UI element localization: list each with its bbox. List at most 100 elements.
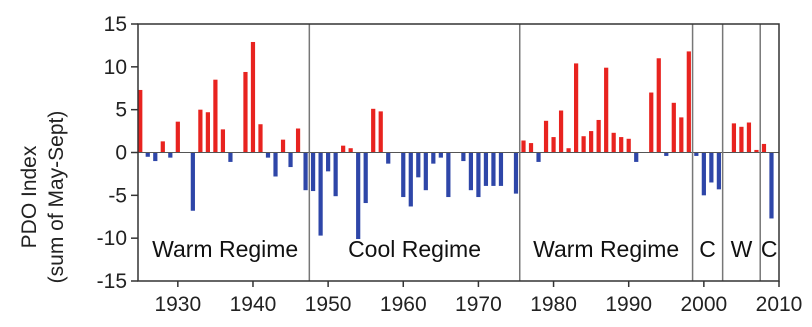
bar <box>731 123 737 153</box>
bar <box>769 152 774 219</box>
bar <box>491 152 496 186</box>
bar <box>604 67 609 153</box>
y-axis-sublabel: (sum of May-Sept) <box>45 111 68 284</box>
bar <box>280 139 286 153</box>
y-axis-label: PDO Index <box>18 145 41 248</box>
x-tick-label: 1980 <box>530 293 577 316</box>
bar <box>416 152 421 178</box>
bar <box>438 152 443 158</box>
bar <box>310 152 316 192</box>
bar <box>258 124 263 153</box>
bar <box>566 148 571 153</box>
regime-label: C <box>761 236 778 262</box>
x-tick-label: 1950 <box>305 293 352 316</box>
bar <box>761 143 767 153</box>
bar <box>574 63 579 153</box>
bar <box>671 102 676 153</box>
bar <box>386 152 391 164</box>
regime-labels: Warm Regime Cool Regime Warm Regime C W C <box>152 236 777 262</box>
bar <box>356 152 361 240</box>
y-tick-label: -15 <box>97 270 127 293</box>
bar <box>543 120 549 153</box>
bar <box>634 152 639 162</box>
bar <box>228 152 233 162</box>
bar <box>168 152 173 158</box>
bar <box>461 152 466 162</box>
bar <box>686 51 691 153</box>
bar-series <box>138 41 774 240</box>
bar <box>446 152 451 198</box>
bar <box>333 152 338 197</box>
bar <box>746 122 752 153</box>
y-tick-label: -5 <box>108 184 127 207</box>
bar <box>205 112 210 153</box>
bar <box>513 152 519 194</box>
regime-label: Warm Regime <box>152 236 298 262</box>
y-axis-ticks: 15 10 5 0 -5 -10 -15 <box>97 13 138 293</box>
bar <box>318 152 323 236</box>
bar <box>378 111 383 153</box>
bar <box>423 152 428 191</box>
bar <box>175 121 180 153</box>
bar <box>408 152 413 207</box>
bar <box>701 152 706 196</box>
bar <box>295 128 301 153</box>
bar <box>288 152 293 168</box>
bar <box>536 152 541 162</box>
bar <box>190 152 195 211</box>
x-tick-label: 1960 <box>380 293 427 316</box>
bar <box>348 148 353 153</box>
bar <box>198 109 203 153</box>
x-tick-label: 1970 <box>455 293 502 316</box>
bar <box>596 119 601 153</box>
x-tick-label: 2000 <box>680 293 727 316</box>
regime-label: C <box>699 236 716 262</box>
bar <box>664 152 669 156</box>
bar <box>581 136 586 153</box>
plot-frame <box>137 23 780 282</box>
bar <box>709 152 714 183</box>
x-tick-label: 1930 <box>154 293 201 316</box>
bar <box>431 152 436 164</box>
bar <box>528 143 534 153</box>
y-tick-label: 5 <box>115 99 127 122</box>
y-tick-label: -10 <box>97 227 127 250</box>
bar <box>754 149 759 153</box>
regime-label: W <box>731 236 753 262</box>
bar <box>363 152 368 204</box>
y-tick-label: 0 <box>115 142 127 165</box>
regime-label: Cool Regime <box>348 236 481 262</box>
regime-boundaries <box>308 24 761 281</box>
bar <box>551 137 556 153</box>
bar <box>213 79 218 153</box>
bar <box>679 117 684 153</box>
bar <box>483 152 489 186</box>
bar <box>145 152 150 157</box>
y-axis-label-group: PDO Index (sum of May-Sept) <box>18 111 68 284</box>
bar <box>498 152 504 186</box>
bar <box>401 152 406 198</box>
x-tick-label: 1940 <box>230 293 277 316</box>
y-tick-label: 15 <box>104 13 127 36</box>
bar <box>619 137 624 153</box>
bar <box>694 152 699 156</box>
bar <box>468 152 474 191</box>
x-tick-label: 2010 <box>756 293 803 316</box>
bar <box>589 131 594 153</box>
bar <box>341 145 346 153</box>
x-tick-label: 1990 <box>605 293 652 316</box>
bar <box>611 132 616 153</box>
bar <box>649 92 654 153</box>
bar <box>138 89 143 153</box>
bar <box>716 152 721 190</box>
bar <box>558 110 564 153</box>
bar <box>521 140 526 153</box>
bar <box>326 152 331 172</box>
bar <box>739 126 744 153</box>
bar <box>265 152 271 158</box>
x-axis-ticks: 1930 1940 1950 1960 1970 1980 1990 2000 2010 <box>154 281 802 316</box>
bar <box>656 58 661 153</box>
bar <box>476 152 481 198</box>
